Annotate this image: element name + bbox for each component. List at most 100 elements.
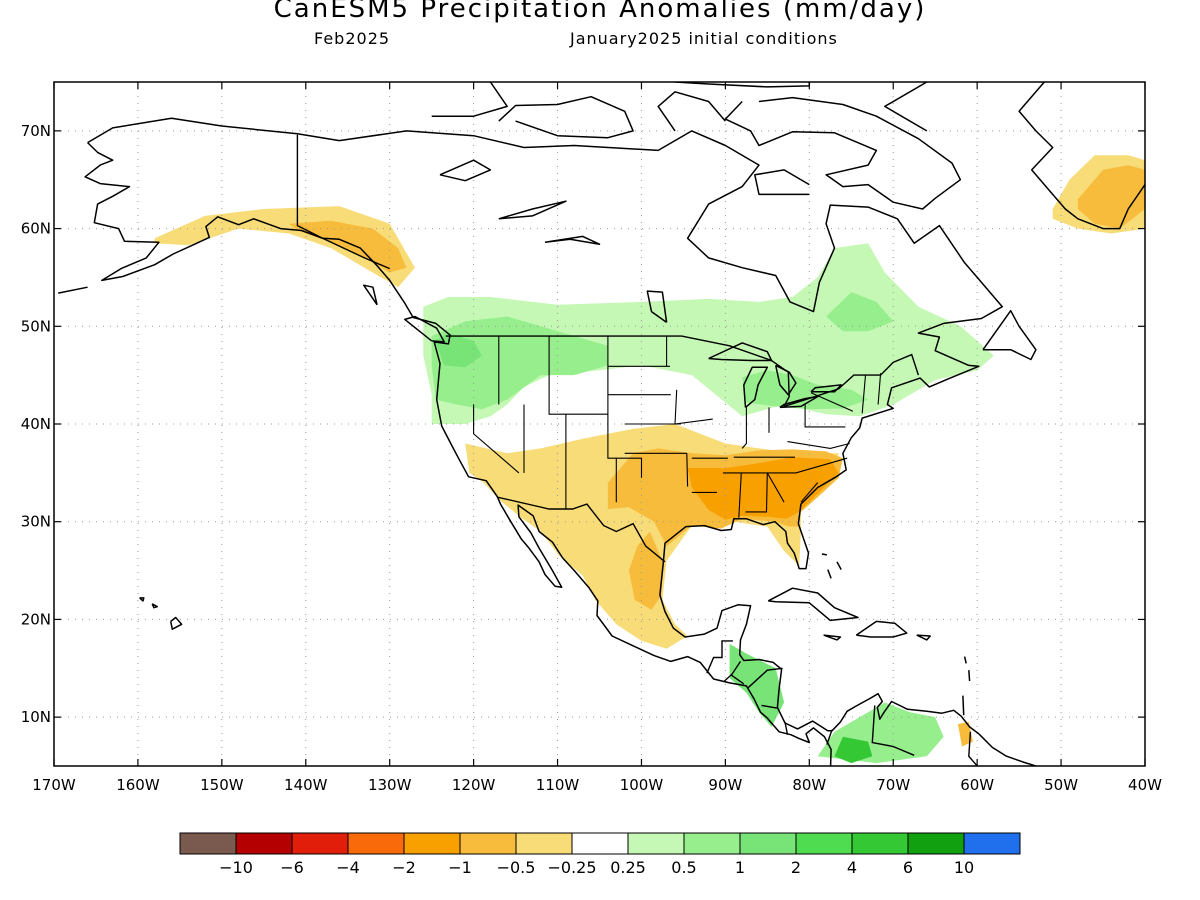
state-border: [473, 404, 520, 474]
anomaly-region-mexico-dry-mid: [628, 531, 663, 610]
colorbar-swatch: [403, 832, 461, 855]
state-border: [861, 375, 867, 414]
coastline-segment: [823, 634, 842, 641]
state-border: [766, 472, 785, 503]
colorbar-label: 1: [735, 858, 745, 877]
coastline-segment: [404, 315, 445, 343]
coastline-segment: [962, 695, 965, 716]
coastline-segment: [58, 286, 88, 294]
lon-tick-label: 130W: [368, 776, 412, 794]
state-border: [616, 457, 643, 478]
lat-tick-label: 20N: [21, 610, 51, 628]
colorbar-label: −4: [336, 858, 360, 877]
colorbar: −10 −6 −4 −2 −1 −0.5 −0.25 0.25 0.5 1 2 4 6 10: [179, 832, 1021, 877]
coastline-segment: [754, 169, 810, 196]
country-border: [706, 640, 733, 674]
country-border: [826, 729, 833, 745]
coastline-segment: [498, 95, 634, 139]
lon-tick-label: 150W: [200, 776, 244, 794]
country-border: [761, 704, 779, 709]
colorbar-label: 4: [847, 858, 857, 877]
colorbar-swatch: [571, 832, 629, 855]
lon-tick-label: 140W: [284, 776, 328, 794]
lon-tick-label: 40W: [1128, 776, 1162, 794]
state-border: [745, 472, 768, 513]
political-borders: [296, 134, 978, 766]
country-border: [296, 134, 390, 270]
colorbar-swatch: [963, 832, 1021, 855]
colorbar-swatch: [179, 832, 237, 855]
lon-tick-label: 160W: [116, 776, 160, 794]
anomaly-region-greenland-dry-core: [1077, 165, 1145, 229]
coastline-segment: [968, 670, 971, 682]
colorbar-swatch: [683, 832, 741, 855]
colorbar-swatch: [347, 832, 405, 855]
colorbar-label: 10: [954, 858, 974, 877]
lat-tick-label: 10N: [21, 708, 51, 726]
country-border: [871, 705, 915, 756]
state-border: [800, 482, 819, 503]
country-border: [968, 731, 978, 766]
anomaly-region-pacific-northwest-wet: [431, 316, 608, 410]
state-border: [741, 407, 747, 449]
colorbar-swatch: [515, 832, 573, 855]
coastline-segment: [139, 597, 145, 602]
coastline-segment: [431, 82, 508, 117]
coastline-segment: [151, 603, 158, 609]
state-border: [548, 336, 608, 415]
anomaly-region-washington-wet-core: [435, 333, 482, 368]
colorbar-label: 2: [791, 858, 801, 877]
lake-outline: [498, 200, 567, 220]
colorbar-swatch: [627, 832, 685, 855]
plot-background: [54, 82, 1145, 766]
colorbar-swatch: [795, 832, 853, 855]
colorbar-swatch: [291, 832, 349, 855]
init-conditions-label: January2025 initial conditions: [570, 29, 838, 48]
colorbar-label: −10: [219, 858, 253, 877]
lon-tick-label: 100W: [620, 776, 664, 794]
colorbar-swatch: [459, 832, 517, 855]
colorbar-swatch: [851, 832, 909, 855]
colorbar-label: 0.5: [671, 858, 696, 877]
coastline-segment: [982, 309, 1037, 361]
colorbar-label: −2: [392, 858, 416, 877]
country-border: [730, 674, 745, 685]
lon-tick-label: 50W: [1044, 776, 1078, 794]
lake-outline: [646, 290, 668, 324]
coastline-segment: [84, 142, 832, 766]
lat-tick-label: 50N: [21, 317, 51, 335]
anomaly-region-alaska-panhandle-dry: [289, 220, 407, 273]
state-border: [674, 389, 713, 425]
coastline-segment: [963, 656, 967, 664]
state-border: [877, 373, 882, 405]
lake-outline: [439, 159, 492, 182]
lat-tick-label: 70N: [21, 122, 51, 140]
anomaly-region-colombia-wet-core: [834, 736, 873, 764]
colorbar-swatch: [739, 832, 797, 855]
lon-tick-label: 70W: [876, 776, 910, 794]
coastline-segment: [169, 616, 183, 630]
coastline-segment: [827, 569, 832, 579]
valid-month-label: Feb2025: [314, 29, 391, 48]
coastline-segment: [657, 91, 726, 132]
state-border: [787, 441, 850, 449]
anomaly-region-great-lakes-wet: [742, 370, 869, 410]
colorbar-label: −1: [448, 858, 472, 877]
state-border: [722, 457, 848, 474]
coastline-segment: [724, 96, 962, 210]
colorbar-label: −0.5: [497, 858, 536, 877]
lon-tick-label: 120W: [452, 776, 496, 794]
colorbar-swatch: [235, 832, 293, 855]
lon-tick-label: 110W: [536, 776, 580, 794]
state-border: [804, 404, 846, 428]
colorbar-swatch: [907, 832, 965, 855]
lon-tick-label: 60W: [960, 776, 994, 794]
anomaly-region-quebec-wet: [826, 292, 894, 332]
coastline-segment: [821, 553, 828, 556]
country-border: [724, 661, 742, 682]
anomaly-region-central-america-wet: [729, 643, 785, 727]
country-border: [784, 721, 789, 735]
state-border: [686, 453, 689, 487]
coastline-segment: [87, 117, 1037, 766]
